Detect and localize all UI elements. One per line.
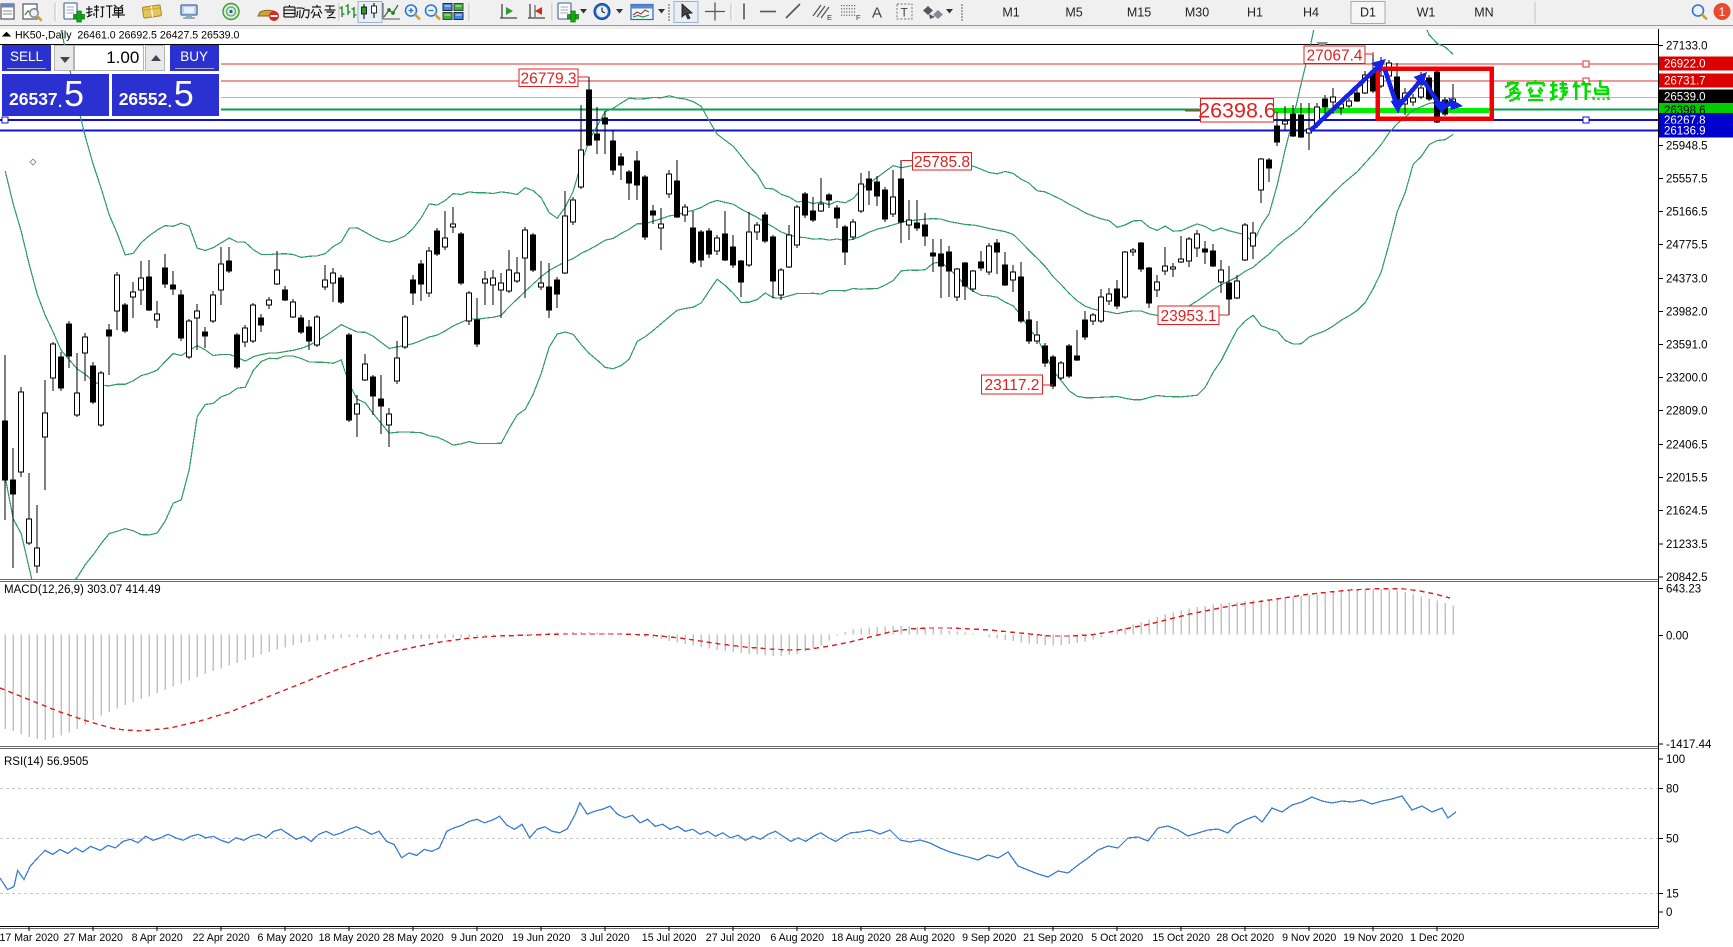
svg-text:26136.9: 26136.9 bbox=[1664, 126, 1706, 138]
svg-text:27133.0: 27133.0 bbox=[1666, 41, 1708, 53]
svg-text:25948.5: 25948.5 bbox=[1666, 141, 1708, 153]
svg-text:23982.0: 23982.0 bbox=[1666, 307, 1708, 319]
svg-text:80: 80 bbox=[1666, 784, 1679, 796]
svg-text:27067.4: 27067.4 bbox=[1306, 47, 1362, 64]
svg-text:M30: M30 bbox=[1185, 6, 1209, 20]
svg-text:9 Jun 2020: 9 Jun 2020 bbox=[451, 932, 504, 944]
svg-text:25557.5: 25557.5 bbox=[1666, 174, 1708, 186]
svg-text:H4: H4 bbox=[1303, 6, 1319, 20]
svg-text:25166.5: 25166.5 bbox=[1666, 207, 1708, 219]
svg-text:D1: D1 bbox=[1360, 6, 1376, 20]
svg-text:MN: MN bbox=[1474, 6, 1493, 20]
svg-text:50: 50 bbox=[1666, 834, 1679, 846]
svg-text:5 Oct 2020: 5 Oct 2020 bbox=[1091, 932, 1143, 944]
svg-text:22015.5: 22015.5 bbox=[1666, 473, 1708, 485]
svg-text:H1: H1 bbox=[1247, 6, 1263, 20]
svg-text:23591.0: 23591.0 bbox=[1666, 340, 1708, 352]
svg-text:22 Apr 2020: 22 Apr 2020 bbox=[193, 932, 250, 944]
svg-text:A: A bbox=[872, 5, 882, 22]
svg-text:15 Oct 2020: 15 Oct 2020 bbox=[1152, 932, 1210, 944]
svg-text:28 Aug 2020: 28 Aug 2020 bbox=[895, 932, 955, 944]
svg-text:26779.3: 26779.3 bbox=[520, 70, 576, 87]
svg-text:21624.5: 21624.5 bbox=[1666, 506, 1708, 518]
svg-text:21233.5: 21233.5 bbox=[1666, 539, 1708, 551]
svg-text:23200.0: 23200.0 bbox=[1666, 373, 1708, 385]
svg-text:M1: M1 bbox=[1002, 6, 1019, 20]
svg-text:0: 0 bbox=[1666, 907, 1672, 919]
svg-text:9 Nov 2020: 9 Nov 2020 bbox=[1282, 932, 1336, 944]
svg-text:26922.0: 26922.0 bbox=[1664, 59, 1706, 71]
svg-text:M5: M5 bbox=[1065, 6, 1082, 20]
svg-text:F: F bbox=[856, 13, 861, 22]
svg-text:26731.7: 26731.7 bbox=[1664, 76, 1706, 88]
svg-text:24775.5: 24775.5 bbox=[1666, 240, 1708, 252]
svg-text:26398.6: 26398.6 bbox=[1198, 99, 1276, 123]
svg-text:23117.2: 23117.2 bbox=[985, 377, 1040, 394]
svg-text:T: T bbox=[901, 6, 909, 20]
svg-text:27 Jul 2020: 27 Jul 2020 bbox=[706, 932, 761, 944]
svg-text:19 Nov 2020: 19 Nov 2020 bbox=[1343, 932, 1403, 944]
svg-text:M15: M15 bbox=[1127, 6, 1151, 20]
svg-text:24373.0: 24373.0 bbox=[1666, 274, 1708, 286]
svg-text:28 May 2020: 28 May 2020 bbox=[383, 932, 444, 944]
svg-text:100: 100 bbox=[1666, 754, 1685, 766]
svg-text:MACD(12,26,9) 303.07 414.49: MACD(12,26,9) 303.07 414.49 bbox=[4, 584, 161, 596]
svg-text:17 Mar 2020: 17 Mar 2020 bbox=[0, 932, 59, 944]
svg-text:15 Jul 2020: 15 Jul 2020 bbox=[642, 932, 697, 944]
svg-text:19 Jun 2020: 19 Jun 2020 bbox=[512, 932, 570, 944]
svg-text:643.23: 643.23 bbox=[1666, 584, 1701, 596]
svg-text:HK50-,Daily 26461.0 26692.5 2: HK50-,Daily 26461.0 26692.5 26427.5 2653… bbox=[15, 30, 240, 42]
svg-text:27 Mar 2020: 27 Mar 2020 bbox=[63, 932, 123, 944]
svg-text:23953.1: 23953.1 bbox=[1160, 308, 1216, 325]
svg-text:1: 1 bbox=[1719, 5, 1726, 19]
svg-text:22809.0: 22809.0 bbox=[1666, 406, 1708, 418]
svg-text:W1: W1 bbox=[1417, 6, 1436, 20]
svg-text:21 Sep 2020: 21 Sep 2020 bbox=[1023, 932, 1083, 944]
svg-text:25785.8: 25785.8 bbox=[914, 154, 970, 171]
svg-text:26539.0: 26539.0 bbox=[1664, 92, 1706, 104]
svg-text:20842.5: 20842.5 bbox=[1666, 572, 1708, 584]
svg-text:8 Apr 2020: 8 Apr 2020 bbox=[132, 932, 183, 944]
svg-text:22406.5: 22406.5 bbox=[1666, 440, 1708, 452]
svg-text:28 Oct 2020: 28 Oct 2020 bbox=[1216, 932, 1274, 944]
svg-text:0.00: 0.00 bbox=[1666, 631, 1688, 643]
svg-text:6 Aug 2020: 6 Aug 2020 bbox=[770, 932, 824, 944]
svg-text:18 May 2020: 18 May 2020 bbox=[319, 932, 380, 944]
svg-text:3 Jul 2020: 3 Jul 2020 bbox=[581, 932, 630, 944]
svg-text:18 Aug 2020: 18 Aug 2020 bbox=[831, 932, 891, 944]
svg-text:E: E bbox=[827, 13, 832, 22]
svg-text:-1417.44: -1417.44 bbox=[1666, 739, 1712, 751]
svg-text:6 May 2020: 6 May 2020 bbox=[258, 932, 313, 944]
svg-text:1 Dec 2020: 1 Dec 2020 bbox=[1410, 932, 1464, 944]
svg-text:9 Sep 2020: 9 Sep 2020 bbox=[962, 932, 1016, 944]
svg-text:RSI(14) 56.9505: RSI(14) 56.9505 bbox=[4, 756, 88, 768]
svg-text:15: 15 bbox=[1666, 889, 1679, 901]
